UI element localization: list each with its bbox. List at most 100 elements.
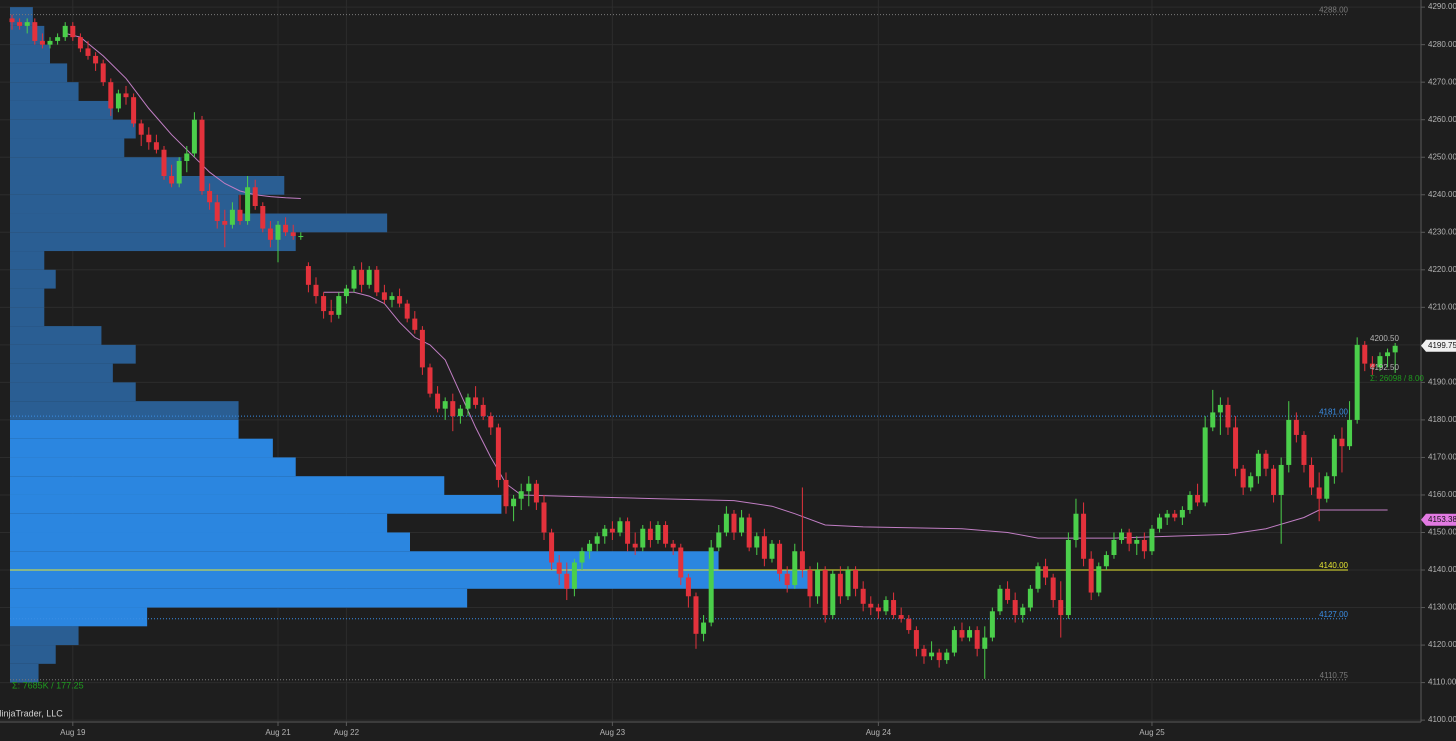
candle-body xyxy=(632,543,638,548)
candle-body xyxy=(184,153,190,161)
level-label: 4110.75 xyxy=(1320,671,1349,680)
candle-body xyxy=(1271,468,1277,495)
candle-body xyxy=(1050,577,1056,601)
profile-bar xyxy=(10,476,445,495)
level-label: 4288.00 xyxy=(1319,6,1348,15)
candle-body xyxy=(214,202,220,222)
profile-bar xyxy=(10,626,79,646)
low-label: 4192.50 xyxy=(1370,363,1399,372)
candle-body xyxy=(929,652,935,657)
candle-body xyxy=(397,296,403,304)
candle-body xyxy=(921,648,927,657)
candle-body xyxy=(465,397,471,409)
candle-body xyxy=(146,134,152,143)
candle-body xyxy=(39,40,45,45)
candle-body xyxy=(1081,513,1087,559)
candle-body xyxy=(761,536,767,559)
profile-bar xyxy=(10,607,148,627)
candle-body xyxy=(389,296,395,300)
candle-body xyxy=(1210,412,1216,428)
profile-bar xyxy=(10,119,136,139)
candle-body xyxy=(693,596,699,634)
candle-body xyxy=(670,543,676,548)
candle-body xyxy=(290,232,296,237)
candle-body xyxy=(845,570,851,597)
candle-body xyxy=(1058,600,1064,616)
candle-body xyxy=(541,502,547,533)
profile-bar xyxy=(10,401,239,420)
candle-body xyxy=(1331,438,1337,477)
candle-body xyxy=(989,611,995,638)
candle-body xyxy=(663,524,669,544)
candle-body xyxy=(1354,344,1360,420)
candle-body xyxy=(967,630,973,638)
candles xyxy=(9,14,1398,679)
candle-body xyxy=(655,524,661,540)
candle-body xyxy=(526,483,532,492)
candle-body xyxy=(1005,588,1011,601)
candle-body xyxy=(898,615,904,619)
candle-body xyxy=(602,528,608,537)
candle-body xyxy=(100,63,106,83)
profile-bar xyxy=(10,513,388,533)
profile-bar xyxy=(10,457,296,477)
candle-body xyxy=(1347,419,1353,447)
candle-body xyxy=(1103,555,1109,567)
profile-bar xyxy=(10,100,113,120)
candle-body xyxy=(1149,528,1155,552)
candle-body xyxy=(1316,487,1322,499)
candle-body xyxy=(792,551,798,586)
candle-body xyxy=(351,269,357,289)
candle-body xyxy=(47,40,53,45)
candle-body xyxy=(336,296,342,315)
candle-body xyxy=(343,288,349,297)
candle-body xyxy=(222,221,228,225)
candle-body xyxy=(153,142,159,150)
candle-body xyxy=(321,296,327,312)
candle-body xyxy=(313,284,319,297)
y-tick-label: 4280.00 xyxy=(1428,40,1456,49)
price-marker xyxy=(1421,339,1456,352)
candle-body xyxy=(564,573,570,589)
candle-body xyxy=(93,55,99,64)
candle-body xyxy=(853,570,859,589)
profile-bar xyxy=(10,645,56,664)
profile-bar xyxy=(10,419,239,439)
candle-body xyxy=(1157,517,1163,529)
candle-body xyxy=(1027,588,1033,608)
profile-bar xyxy=(10,551,719,571)
candle-body xyxy=(1377,356,1383,368)
profile-bar xyxy=(10,213,388,233)
candle-body xyxy=(746,517,752,548)
profile-bar xyxy=(10,138,125,158)
candle-body xyxy=(1293,419,1299,435)
candle-body xyxy=(1225,404,1231,428)
candle-body xyxy=(161,149,167,176)
profile-bar xyxy=(10,663,39,683)
candle-body xyxy=(267,228,273,240)
candle-body xyxy=(822,570,828,616)
candle-body xyxy=(1263,453,1269,469)
candle-body xyxy=(1020,607,1026,616)
candle-body xyxy=(70,25,76,38)
y-tick-label: 4290.00 xyxy=(1428,2,1456,11)
profile-bar xyxy=(10,363,113,383)
price-levels: 4288.00 4181.00 4140.00 4127.00 4110.75 xyxy=(10,6,1349,681)
candle-body xyxy=(1126,532,1132,544)
profile-bar xyxy=(10,175,285,195)
candle-body xyxy=(784,573,790,586)
candle-body xyxy=(944,652,950,661)
candle-body xyxy=(328,311,334,315)
candle-body xyxy=(1392,345,1398,353)
copyright: NinjaTrader, LLC xyxy=(0,708,63,718)
candle-body xyxy=(62,25,68,38)
candle-body xyxy=(1248,476,1254,488)
candle-body xyxy=(799,551,805,571)
profile-bar xyxy=(10,344,136,364)
candle-body xyxy=(678,547,684,578)
candle-body xyxy=(1309,464,1315,488)
candle-body xyxy=(883,600,889,612)
y-tick-label: 4120.00 xyxy=(1428,640,1456,649)
level-label: 4127.00 xyxy=(1319,610,1348,619)
candle-body xyxy=(587,543,593,552)
